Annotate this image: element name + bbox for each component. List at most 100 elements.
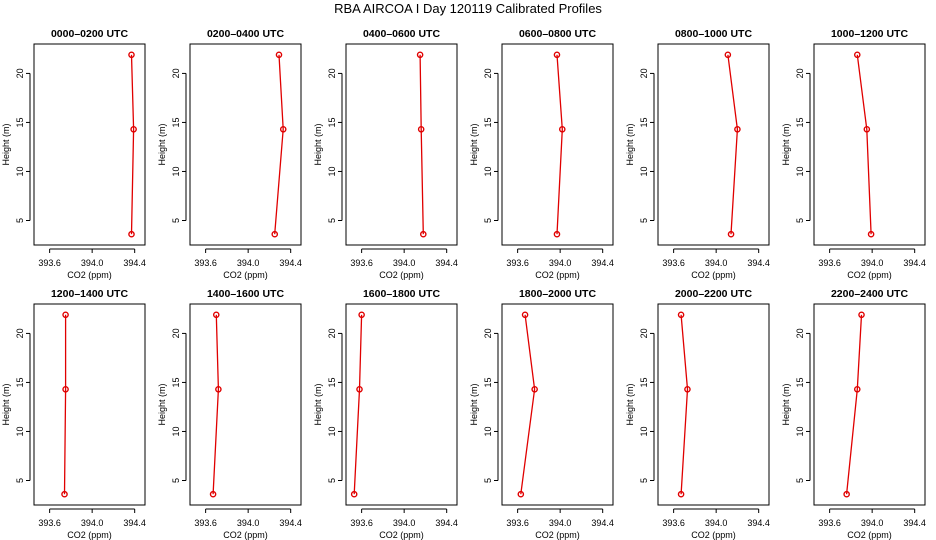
y-tick-label: 5 [15, 478, 25, 483]
panel-title: 1400–1600 UTC [207, 288, 284, 300]
plot-frame [189, 303, 302, 506]
profile-line [274, 54, 284, 235]
data-point [416, 51, 424, 59]
profile-line [419, 54, 424, 235]
x-tick-label: 394.4 [747, 258, 770, 268]
data-point [558, 126, 566, 133]
panel-title: 2000–2200 UTC [675, 288, 752, 300]
x-tick-label: 393.6 [818, 518, 841, 528]
x-tick-label: 393.6 [350, 518, 373, 528]
panel-title: 0400–0600 UTC [363, 28, 440, 40]
plot-frame [501, 303, 614, 506]
data-point [521, 311, 529, 319]
y-tick-label: 15 [171, 377, 181, 387]
y-tick-label: 5 [327, 478, 337, 483]
profile-panel: 0800–1000 UTC 393.6 394.0 394.4 CO2 (ppm) 5 10… [625, 28, 770, 280]
y-tick-label: 5 [327, 218, 337, 223]
data-point [128, 51, 135, 59]
x-tick-label: 394.0 [237, 258, 260, 268]
y-tick-label: 5 [639, 478, 649, 483]
x-tick-label: 394.4 [903, 518, 926, 528]
x-tick-label: 394.4 [903, 258, 926, 268]
data-point [853, 51, 861, 59]
y-axis-label: Height (m) [781, 383, 791, 425]
x-tick-label: 394.4 [435, 258, 458, 268]
profile-line [727, 54, 739, 235]
y-tick-label: 15 [327, 377, 337, 387]
data-point [553, 51, 561, 59]
x-tick-label: 393.6 [662, 258, 685, 268]
y-tick-label: 20 [327, 328, 337, 338]
profile-line [856, 54, 872, 235]
data-point [275, 51, 283, 59]
y-axis-label: Height (m) [313, 123, 323, 165]
y-tick-label: 20 [327, 68, 337, 78]
data-point [215, 386, 222, 393]
y-tick-label: 20 [483, 328, 493, 338]
x-tick-label: 394.0 [861, 518, 884, 528]
y-axis-label: Height (m) [469, 123, 479, 165]
y-tick-label: 10 [15, 166, 25, 176]
x-tick-label: 393.6 [350, 258, 373, 268]
data-point [419, 230, 427, 238]
plot-frame [813, 303, 926, 506]
profile-line [845, 314, 863, 495]
data-point [417, 126, 425, 133]
x-tick-label: 393.6 [818, 258, 841, 268]
y-axis-label: Height (m) [1, 383, 11, 425]
x-tick-label: 394.0 [81, 518, 104, 528]
y-axis-label: Height (m) [157, 123, 167, 165]
data-point [61, 490, 68, 498]
data-point [356, 386, 363, 393]
data-point [727, 230, 735, 238]
panel-title: 2200–2400 UTC [831, 288, 908, 300]
y-tick-label: 5 [171, 478, 181, 483]
y-tick-label: 15 [483, 117, 493, 127]
plot-frame [189, 43, 302, 246]
y-tick-label: 10 [327, 426, 337, 436]
y-tick-label: 5 [15, 218, 25, 223]
x-tick-label: 394.0 [393, 258, 416, 268]
profile-panel: 2200–2400 UTC 393.6 394.0 394.4 CO2 (ppm) 5 10… [781, 288, 926, 540]
y-tick-label: 15 [483, 377, 493, 387]
panel-title: 0800–1000 UTC [675, 28, 752, 40]
x-axis-label: CO2 (ppm) [535, 270, 580, 280]
data-point [130, 126, 137, 133]
x-tick-label: 393.6 [506, 518, 529, 528]
data-point [212, 311, 220, 319]
x-tick-label: 394.4 [279, 518, 302, 528]
panel-title: 1600–1800 UTC [363, 288, 440, 300]
data-point [724, 51, 732, 59]
y-tick-label: 10 [171, 166, 181, 176]
y-tick-label: 20 [15, 68, 25, 78]
data-point [358, 311, 365, 319]
y-tick-label: 10 [327, 166, 337, 176]
data-point [684, 386, 691, 393]
panel-title: 1000–1200 UTC [831, 28, 908, 40]
y-tick-label: 10 [795, 166, 805, 176]
profile-panel: 0200–0400 UTC 393.6 394.0 394.4 CO2 (ppm) 5 10… [157, 28, 302, 280]
panel-title: 1800–2000 UTC [519, 288, 596, 300]
x-tick-label: 394.4 [591, 258, 614, 268]
x-tick-label: 394.4 [747, 518, 770, 528]
y-tick-label: 20 [639, 328, 649, 338]
x-tick-label: 394.4 [591, 518, 614, 528]
x-tick-label: 394.0 [81, 258, 104, 268]
x-tick-label: 394.0 [705, 258, 728, 268]
data-point [677, 311, 685, 319]
y-tick-label: 15 [327, 117, 337, 127]
y-tick-label: 10 [483, 166, 493, 176]
plot-frame [33, 43, 146, 246]
data-point [209, 490, 217, 498]
y-tick-label: 20 [171, 68, 181, 78]
data-point [350, 490, 358, 498]
y-tick-label: 20 [15, 328, 25, 338]
y-axis-label: Height (m) [313, 383, 323, 425]
data-point [271, 230, 279, 238]
x-tick-label: 393.6 [38, 518, 61, 528]
x-axis-label: CO2 (ppm) [67, 530, 112, 540]
y-tick-label: 15 [639, 117, 649, 127]
y-tick-label: 5 [795, 478, 805, 483]
data-point [62, 311, 69, 319]
